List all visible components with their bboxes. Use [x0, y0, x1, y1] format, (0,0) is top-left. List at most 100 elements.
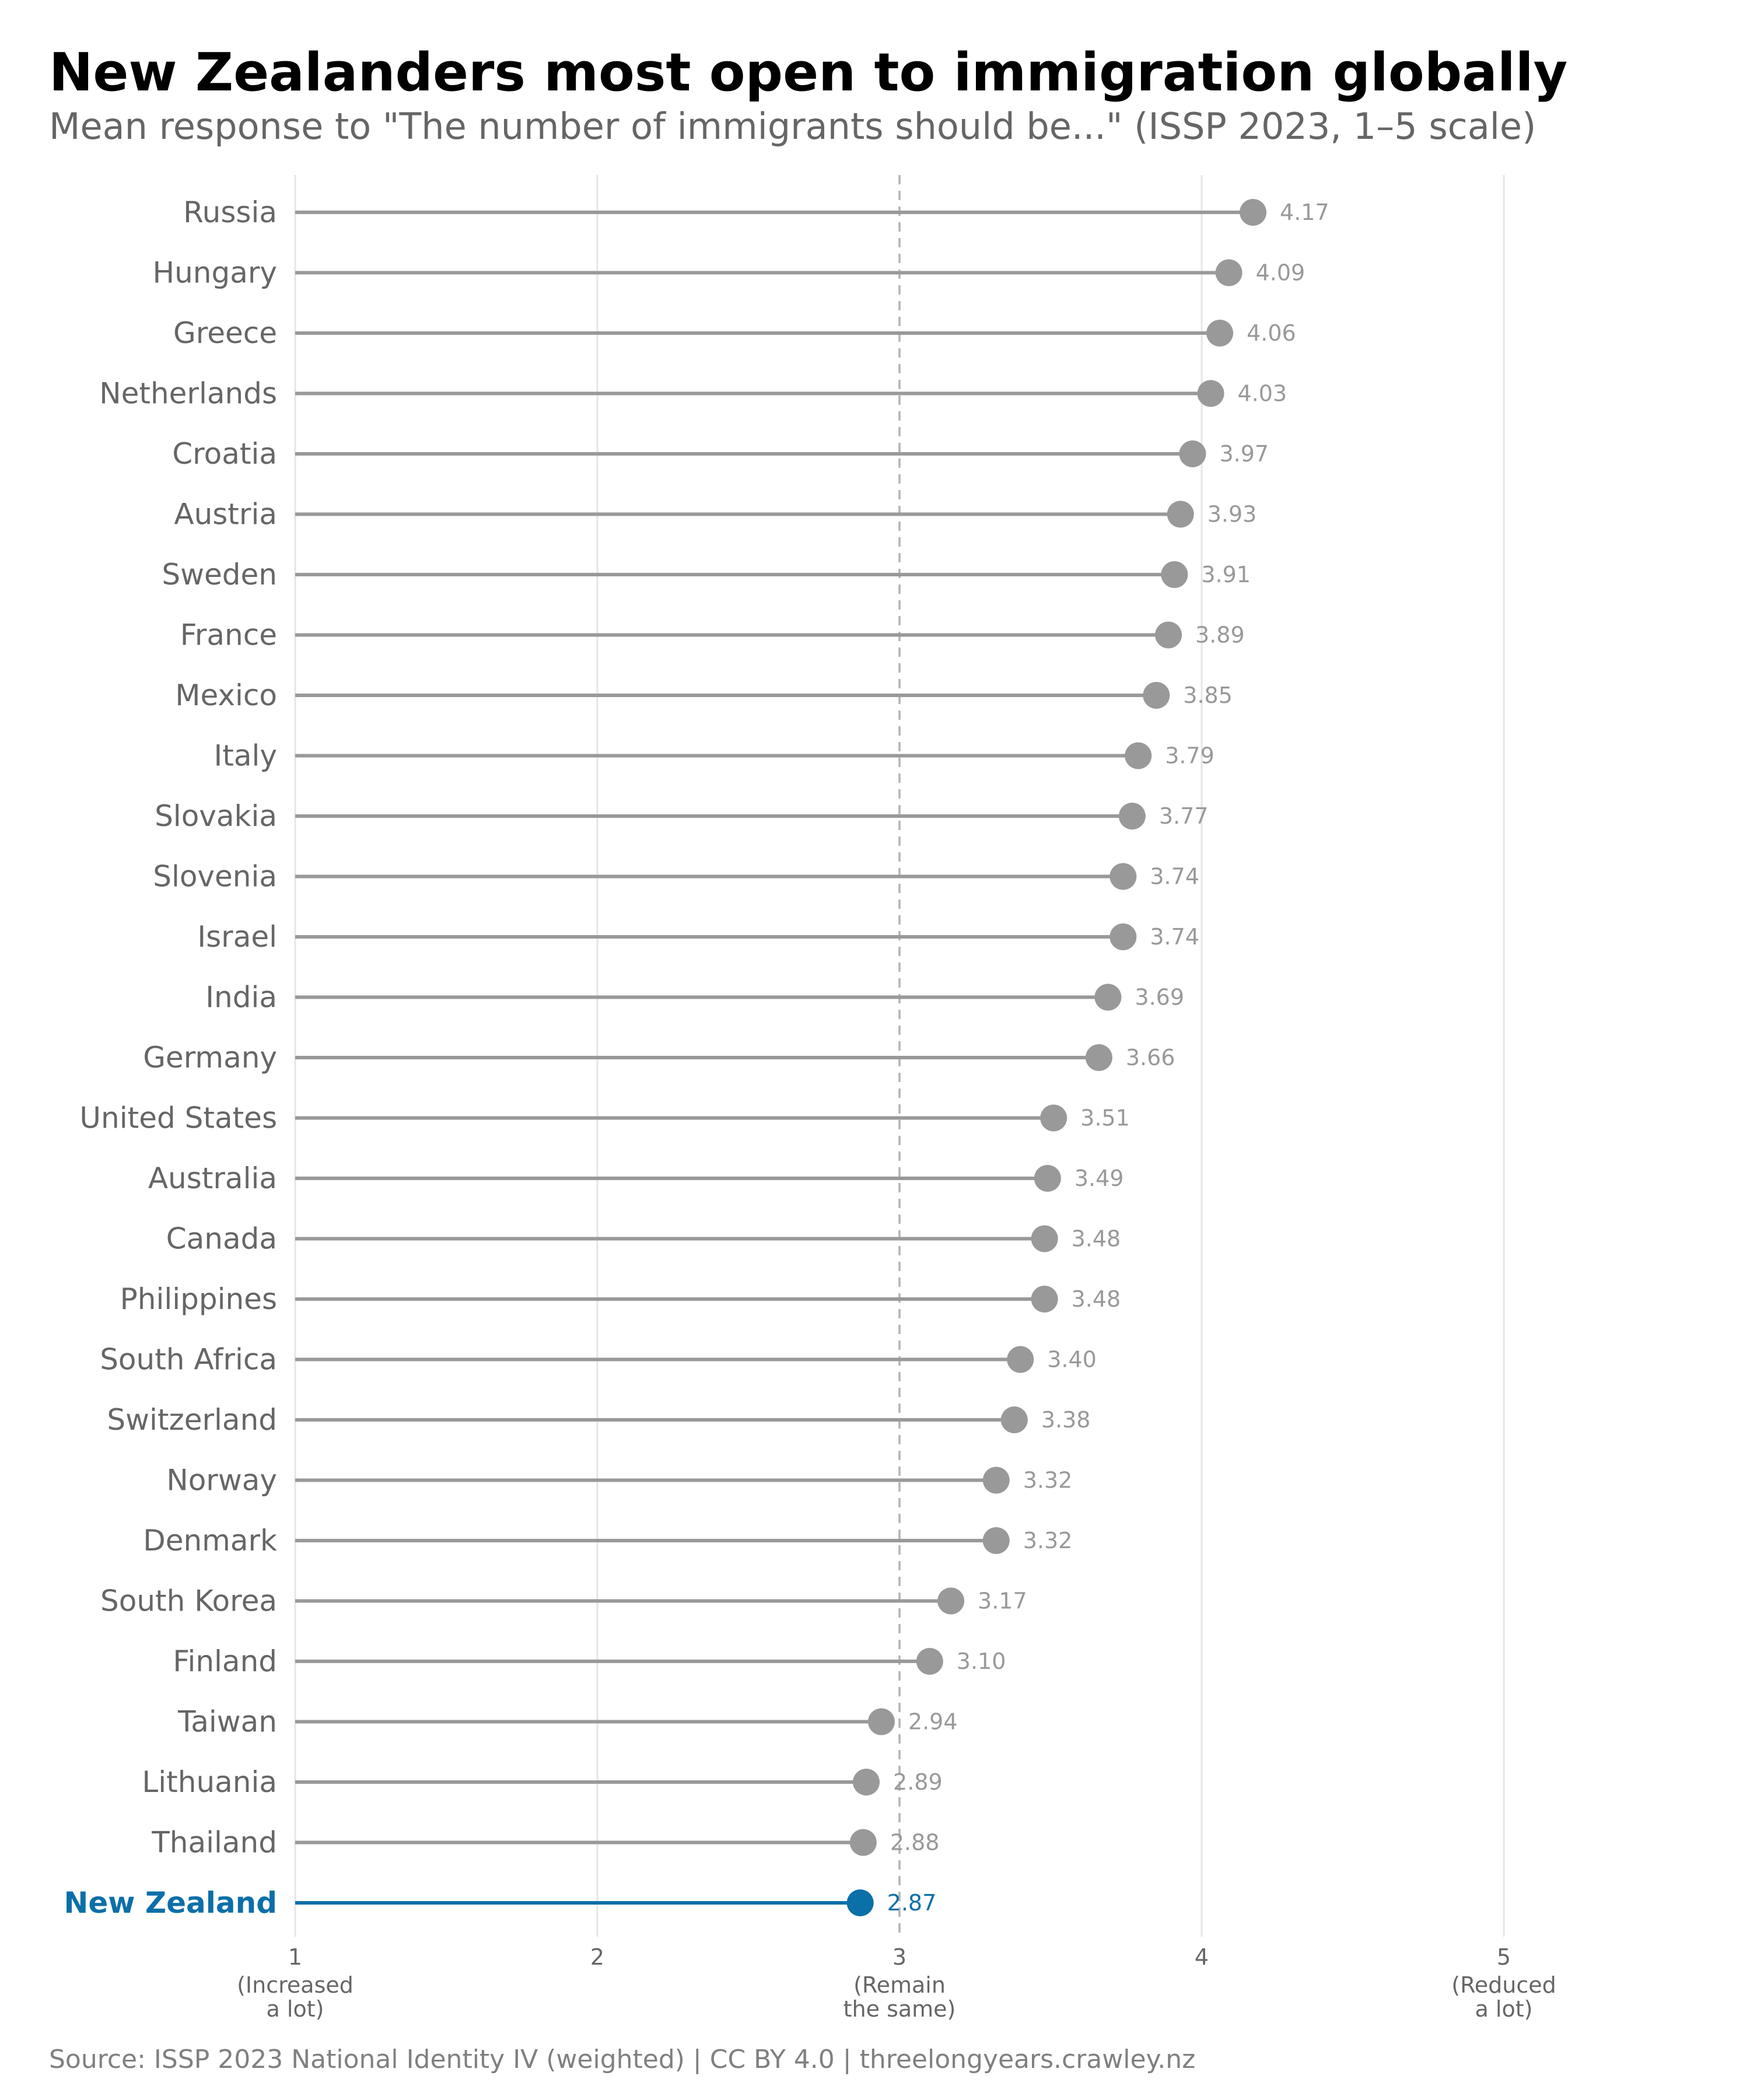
value-label: 3.48	[1072, 1286, 1121, 1312]
country-label: Philippines	[120, 1282, 277, 1316]
stem-layer	[295, 211, 1254, 1905]
value-label: 3.74	[1150, 924, 1199, 950]
country-label: Germany	[143, 1041, 277, 1074]
x-tick-label: 2	[590, 1944, 604, 1970]
country-label: Italy	[214, 739, 277, 773]
value-label: 3.74	[1150, 864, 1199, 890]
lollipop-dot	[1031, 1225, 1058, 1252]
country-label: Norway	[166, 1464, 277, 1497]
value-label: 3.79	[1165, 743, 1214, 769]
x-tick-label: 3	[892, 1944, 907, 1970]
country-label: India	[205, 981, 277, 1014]
country-label: United States	[79, 1101, 277, 1135]
country-label: Lithuania	[142, 1765, 277, 1799]
lollipop-dot	[1118, 803, 1146, 830]
country-label: France	[180, 618, 277, 652]
value-label: 3.48	[1072, 1226, 1121, 1252]
country-label: New Zealand	[64, 1886, 277, 1920]
lollipop-dot	[1040, 1104, 1068, 1132]
value-label: 3.49	[1074, 1166, 1124, 1191]
value-label: 3.66	[1126, 1045, 1175, 1070]
lollipop-dot	[1167, 501, 1194, 528]
lollipop-dot	[1240, 199, 1267, 226]
value-label: 3.89	[1195, 622, 1245, 648]
x-tick-sublabel: (Remain	[853, 1972, 946, 1998]
country-label: Austria	[174, 498, 277, 531]
lollipop-dot	[1179, 440, 1206, 467]
lollipop-dot	[1085, 1044, 1112, 1071]
lollipop-dot	[1034, 1165, 1061, 1192]
country-label: Russia	[183, 195, 277, 229]
country-label: Mexico	[175, 678, 277, 712]
value-label: 4.06	[1247, 320, 1296, 346]
country-label: Slovakia	[155, 799, 277, 833]
country-label: Switzerland	[107, 1403, 277, 1437]
lollipop-dot	[1094, 984, 1122, 1011]
lollipop-dot	[1125, 742, 1152, 769]
value-label: 4.09	[1256, 260, 1306, 286]
lollipop-dot	[1161, 561, 1188, 588]
value-label: 3.91	[1201, 562, 1251, 587]
lollipop-dot	[1155, 621, 1182, 649]
value-label: 3.77	[1159, 803, 1209, 829]
country-label: Croatia	[172, 437, 277, 471]
value-label: 3.40	[1047, 1347, 1097, 1373]
country-label: Slovenia	[153, 860, 277, 894]
country-label: Greece	[173, 316, 277, 350]
lollipop-dot	[853, 1769, 880, 1796]
value-label: 2.89	[893, 1769, 943, 1795]
country-label: Taiwan	[177, 1705, 277, 1739]
country-label-layer: Russia Hungary Greece Netherlands Croatia Aus…	[64, 195, 277, 1920]
x-tick-label: 4	[1195, 1944, 1209, 1970]
value-label: 3.85	[1183, 682, 1233, 708]
lollipop-dot	[937, 1587, 965, 1615]
country-label: Denmark	[143, 1524, 277, 1558]
country-label: Thailand	[151, 1826, 277, 1860]
lollipop-dot	[867, 1708, 895, 1735]
x-tick-sublabel: (Reduced	[1451, 1972, 1556, 1998]
lollipop-dot	[1110, 863, 1137, 890]
lollipop-dot	[1215, 259, 1242, 286]
x-tick-sublabel: the same)	[844, 1996, 956, 2022]
value-label-layer: 4.17 4.09 4.06 4.03 3.97 3.93 3.91 3.89 3.85 3.79…	[887, 200, 1329, 1916]
lollipop-dot	[916, 1648, 943, 1675]
lollipop-dot	[1206, 320, 1234, 346]
lollipop-dot	[1110, 923, 1137, 950]
lollipop-dot	[1197, 380, 1224, 407]
country-label: Sweden	[162, 558, 277, 592]
country-label: South Korea	[100, 1584, 277, 1618]
value-label: 3.93	[1208, 502, 1257, 527]
value-label: 2.87	[887, 1890, 937, 1916]
country-label: Finland	[173, 1644, 277, 1678]
x-tick-label: 5	[1497, 1944, 1511, 1970]
country-label: Hungary	[152, 256, 277, 290]
value-label: 2.88	[890, 1830, 940, 1856]
dot-layer	[846, 199, 1267, 1916]
x-tick-label: 1	[288, 1944, 302, 1970]
value-label: 3.97	[1219, 441, 1269, 467]
value-label: 2.94	[908, 1709, 958, 1735]
country-label: Canada	[166, 1222, 277, 1256]
country-label: Israel	[197, 920, 277, 954]
value-label: 3.32	[1023, 1468, 1073, 1493]
value-label: 3.32	[1023, 1528, 1073, 1553]
country-label: South Africa	[100, 1343, 277, 1377]
lollipop-dot	[982, 1527, 1010, 1554]
value-label: 3.51	[1080, 1105, 1130, 1131]
lollipop-dot	[1000, 1406, 1028, 1433]
value-label: 3.69	[1135, 985, 1184, 1010]
x-tick-sublabel: a lot)	[1475, 1996, 1533, 2022]
chart-subtitle: Mean response to "The number of immigran…	[49, 105, 1536, 148]
value-label: 4.17	[1280, 200, 1329, 225]
lollipop-dot	[846, 1889, 874, 1916]
source-note: Source: ISSP 2023 National Identity IV (…	[49, 2045, 1196, 2074]
value-label: 3.38	[1041, 1407, 1091, 1433]
x-tick-sublabel: a lot)	[267, 1996, 324, 2022]
country-label: Netherlands	[99, 377, 277, 411]
lollipop-dot	[1031, 1286, 1058, 1312]
lollipop-dot	[982, 1466, 1010, 1494]
value-label: 3.17	[978, 1588, 1027, 1614]
chart-title: New Zealanders most open to immigration …	[49, 42, 1568, 103]
lollipop-dot	[1143, 682, 1170, 709]
